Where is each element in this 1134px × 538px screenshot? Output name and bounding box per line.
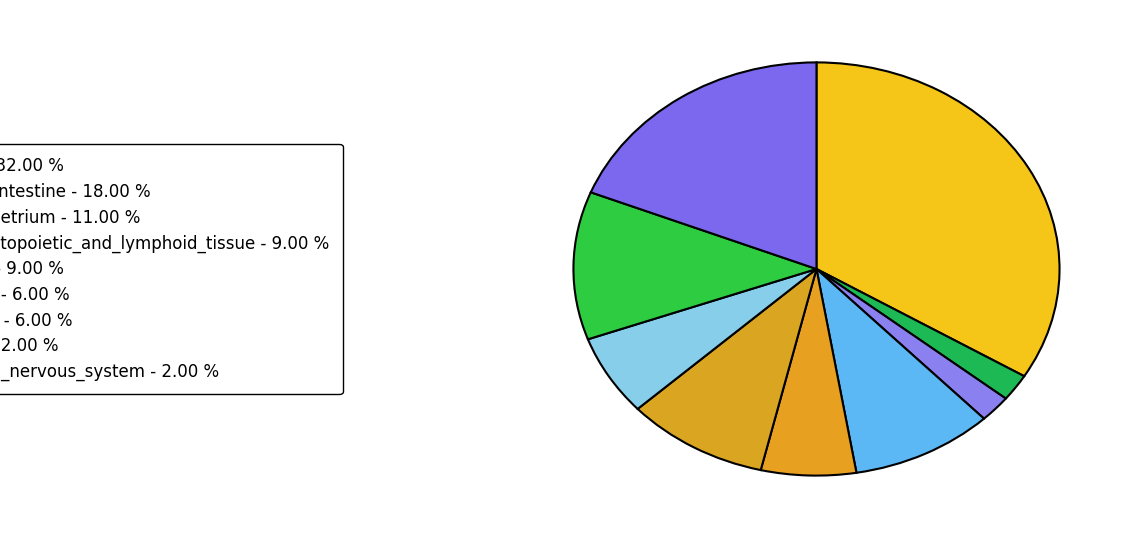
Wedge shape (816, 269, 1006, 419)
Wedge shape (587, 269, 816, 409)
Wedge shape (574, 192, 816, 339)
Wedge shape (816, 269, 1024, 399)
Wedge shape (761, 269, 856, 476)
Wedge shape (637, 269, 816, 470)
Wedge shape (591, 62, 816, 269)
Wedge shape (816, 269, 984, 473)
Legend: lung - 32.00 %, large_intestine - 18.00 %, endometrium - 11.00 %, haematopoietic: lung - 32.00 %, large_intestine - 18.00 … (0, 144, 342, 394)
Wedge shape (816, 62, 1059, 376)
